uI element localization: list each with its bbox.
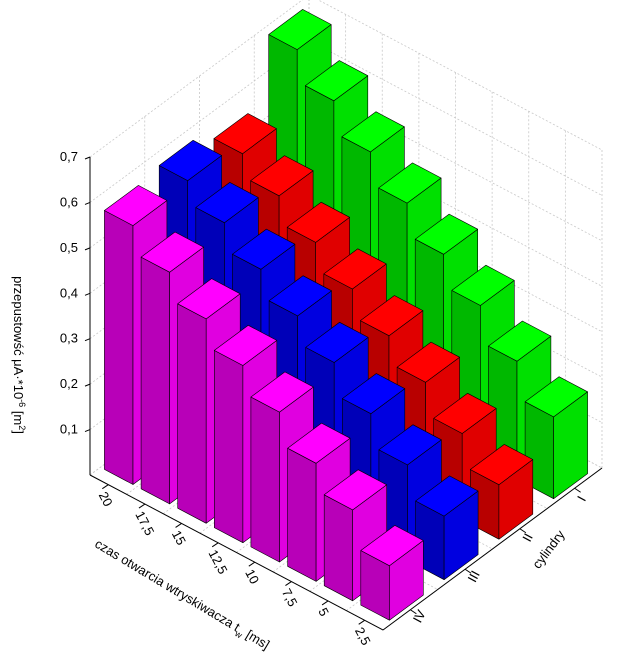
bar-face-top [195,182,259,223]
y-axis-line [382,467,603,631]
x-tick [358,619,365,625]
bar-face-top [268,9,332,50]
z-tick [84,383,91,387]
z-tick [84,292,91,296]
y-axis-title: cylindry [529,527,568,572]
bar-face-top [488,320,552,362]
bar-face-top [415,475,479,517]
bar-face-top [287,422,351,464]
x-tick-label: 17,5 [132,508,157,537]
bar-face-top [396,341,460,383]
x-tick [248,561,256,567]
bar-face-front [214,350,244,544]
bar-face-top [414,213,479,255]
z-tick-label: 0,7 [60,149,78,164]
y-tick-label: IV [410,607,429,625]
bar-face-top [360,295,424,337]
x-tick [321,600,329,606]
z-tick [84,156,91,160]
x-tick-label: 12,5 [206,547,231,576]
z-tick-label: 0,5 [60,240,78,255]
z-tick [84,201,91,205]
bar-face-top [304,60,369,102]
y-tick-label: III [464,568,482,585]
z-tick-label: 0,3 [60,331,78,346]
bar-face-top [451,264,515,306]
z-tick [84,247,91,251]
bar-face-top [250,155,314,197]
bar-face-front [140,256,170,505]
z-tick-label: 0,2 [60,376,78,391]
bars [104,9,588,621]
bar [524,376,588,500]
z-tick-label: 0,4 [60,285,78,300]
bar-face-top [341,111,405,153]
x-axis-title: czas otwarcia wtryskiwacza tw [ms] [91,536,272,655]
bar-face-top [378,424,442,466]
z-tick [84,429,91,433]
bar-face-top [378,162,442,204]
z-axis-title: przepustowść μA·*10-6 [m2] [11,276,27,434]
bar-face-top [177,278,241,320]
x-tick [285,581,292,586]
axes: 0,1 0,2 0,3 0,4 0,5 0,6 0,7 20 17,5 15 12,5 10 7,5 5 2… [60,149,603,648]
bar-face-top [469,444,534,486]
bar-face-top [158,140,222,181]
x-axis-line [89,474,384,631]
bar-face-top [341,373,406,415]
grid-line [89,0,303,158]
x-tick-label: 20 [96,489,116,509]
x-tick-label: 2,5 [352,625,374,648]
bar-face-front [177,303,207,524]
bar-face-top [268,275,332,317]
z-tick-label: 0,6 [60,194,78,209]
x-tick-label: 10 [242,567,262,587]
z-tick [84,338,91,342]
y-tick [574,487,581,493]
bar-face-top [286,201,351,243]
x-tick [211,542,219,548]
grid-line [317,0,603,151]
x-tick-label: 7,5 [279,586,301,609]
y-tick [519,528,527,534]
bar-face-top [305,321,369,363]
grid-line [308,85,603,242]
x-tick-label: 5 [315,605,332,618]
z-tick-label: 0,1 [60,422,78,437]
bar-face-top [232,228,296,270]
bar-face-top [433,392,497,434]
x-tick-label: 15 [169,528,189,548]
bar-face-front [104,210,134,485]
bar-face-front [287,447,317,582]
bar-face-top [524,376,588,418]
y-tick-label: I [574,493,589,503]
y-tick-label: II [519,531,536,544]
y-tick [410,609,417,615]
x-tick [175,523,182,528]
bar-face-top [323,248,387,290]
bar-face-top [214,324,278,366]
bar-face-top [323,469,388,511]
bar-face-top [213,113,277,154]
x-tick [102,484,109,490]
bar-face-front [250,396,280,563]
bar-face-top [360,525,424,567]
bar [360,525,424,621]
y-tick [464,568,472,574]
bar-face-top [250,371,314,413]
bar-face-top [140,231,204,273]
bar-face-top [104,185,168,226]
bar-face-front [323,494,354,602]
x-tick [138,503,146,509]
